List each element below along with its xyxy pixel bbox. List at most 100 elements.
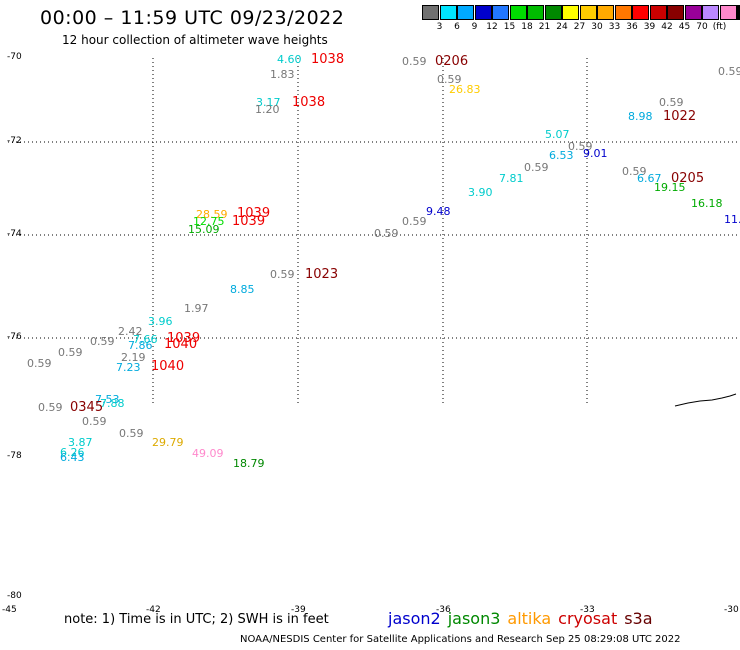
colorbar-tick: 18	[521, 22, 533, 32]
wave-height-label: 2.42	[118, 325, 143, 338]
colorbar-tick: 36	[626, 22, 638, 32]
wave-height-label: 0.59	[90, 335, 115, 348]
longitude-label: -36	[436, 605, 451, 615]
wave-height-label: 0.59	[38, 401, 63, 414]
wave-height-label: 6.43	[60, 451, 85, 464]
colorbar-swatch	[597, 5, 614, 20]
latitude-label: -70	[7, 52, 22, 62]
latitude-label: -74	[7, 229, 22, 239]
wave-height-label: 7.86	[128, 339, 153, 352]
colorbar-tick: 33	[608, 22, 621, 32]
wave-height-label: 1040	[151, 359, 185, 374]
wave-height-label: 7.23	[116, 361, 141, 374]
colorbar-tick: 27	[573, 22, 586, 32]
wave-height-label: 1039	[167, 331, 201, 346]
wave-height-label: 8.85	[230, 283, 255, 296]
wave-height-label: 0.59	[622, 165, 647, 178]
longitude-label: -42	[146, 605, 161, 615]
colorbar-tick: 45	[678, 22, 691, 32]
colorbar-tick: 12	[486, 22, 498, 32]
wave-height-label: 3.90	[468, 186, 493, 199]
colorbar-tick: 30	[591, 22, 603, 32]
footer-credit: NOAA/NESDIS Center for Satellite Applica…	[240, 634, 681, 645]
wave-height-label: 12.75	[193, 215, 225, 228]
wave-height-label: 0.59	[374, 227, 399, 240]
colorbar-swatch	[474, 5, 492, 20]
wave-height-label: 9.48	[426, 205, 451, 218]
wave-height-label: 3.96	[148, 315, 173, 328]
wave-height-label: 7.81	[499, 172, 524, 185]
wave-height-label: 0.59	[82, 415, 107, 428]
colorbar-tick: 6	[454, 22, 460, 32]
colorbar-tick: 21	[538, 22, 551, 32]
wave-height-label: 3.87	[68, 436, 93, 449]
longitude-label: -39	[291, 605, 306, 615]
wave-height-label: 6.53	[549, 149, 574, 162]
colorbar-tick: 9	[471, 22, 478, 32]
colorbar-swatch	[719, 5, 737, 20]
wave-height-label: 0345	[70, 400, 104, 415]
wave-height-label: 8.98	[628, 110, 653, 123]
wave-height-label: 1.97	[184, 302, 209, 315]
colorbar-swatch	[649, 5, 667, 20]
wave-height-label: 0.59	[718, 65, 740, 78]
colorbar-tick: 42	[661, 22, 673, 32]
wave-height-label: 0.59	[524, 161, 549, 174]
wave-height-label: 1039	[237, 206, 271, 221]
wave-height-label: 16.18	[691, 197, 723, 210]
wave-height-label: 6.67	[637, 172, 662, 185]
latitude-label: -80	[7, 591, 22, 601]
colorbar-tick: 70	[696, 22, 708, 32]
wave-height-label: 7.88	[100, 397, 125, 410]
legend-cryosat: cryosat	[558, 609, 618, 628]
wave-height-label: 0.59	[27, 357, 52, 370]
legend-jason3: jason3	[447, 609, 501, 628]
wave-height-label: 6.26	[60, 446, 85, 459]
wave-height-label: 2.19	[121, 351, 146, 364]
wave-height-label: 0.59	[659, 96, 684, 109]
colorbar-swatch	[632, 5, 649, 20]
wave-height-label: 18.79	[233, 457, 265, 470]
wave-height-label: 7.66	[133, 333, 158, 346]
colorbar-tick: 15	[503, 22, 516, 32]
colorbar-swatch	[439, 5, 457, 20]
wave-height-label: 0.59	[119, 427, 144, 440]
longitude-label: -30	[724, 605, 739, 615]
wave-height-label: 1.83	[270, 68, 295, 81]
colorbar-tick: 24	[556, 22, 568, 32]
legend-s3a: s3a	[624, 609, 653, 628]
wave-height-label: 0.59	[402, 55, 427, 68]
colorbar-swatch	[702, 5, 719, 20]
wave-height-label: 4.60	[277, 53, 302, 66]
wave-height-label: 1038	[311, 52, 345, 67]
wave-height-label: 0.59	[402, 215, 427, 228]
colorbar-swatch	[492, 5, 509, 20]
satellite-legend: jason2 jason3 altika cryosat s3a	[388, 609, 660, 628]
wave-height-label: 1040	[164, 337, 198, 352]
colorbar-swatch	[614, 5, 632, 20]
longitude-label: -33	[580, 605, 595, 615]
wave-height-label: 0.59	[58, 346, 83, 359]
wave-height-label: 0.59	[270, 268, 295, 281]
wave-height-label: 1022	[663, 109, 697, 124]
colorbar-swatch	[579, 5, 597, 20]
colorbar-tick: 39	[643, 22, 656, 32]
latitude-label: -72	[7, 136, 22, 146]
wave-height-label: 7.53	[95, 393, 120, 406]
map-subtitle: 12 hour collection of altimeter wave hei…	[62, 33, 328, 47]
wave-height-label: 1039	[232, 214, 266, 229]
wave-height-label: 1.20	[255, 103, 280, 116]
wave-height-label: 0.59	[568, 140, 593, 153]
wave-height-label: 11.	[724, 213, 740, 226]
colorbar-swatch	[684, 5, 702, 20]
colorbar-swatch	[509, 5, 527, 20]
wave-height-label: 19.15	[654, 181, 686, 194]
wave-height-label: 0.59	[437, 73, 462, 86]
colorbar-swatch	[457, 5, 474, 20]
legend-jason2: jason2	[388, 609, 441, 628]
latitude-label: -78	[7, 451, 22, 461]
longitude-label: -45	[2, 605, 17, 615]
colorbar-swatch	[667, 5, 684, 20]
wave-height-label: 26.83	[449, 83, 481, 96]
